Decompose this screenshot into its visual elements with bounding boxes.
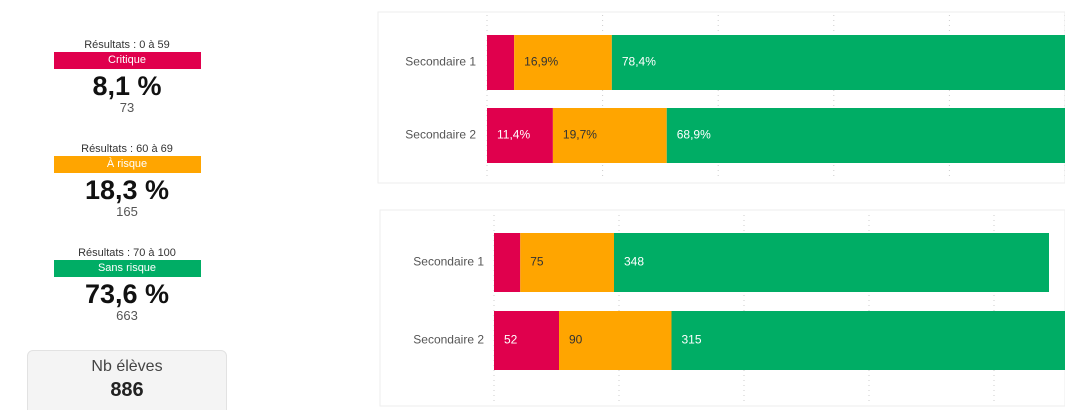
kpi-tag: Critique — [53, 52, 201, 69]
kpi-tag: À risque — [53, 156, 201, 173]
data-label: 75 — [530, 255, 544, 269]
y-tick-label: Secondaire 2 — [405, 128, 476, 142]
kpi-range: Résultats : 70 à 100 — [78, 247, 176, 259]
kpi-percent: 18,3 % — [84, 175, 170, 205]
y-tick-label: Secondaire 1 — [405, 55, 476, 69]
kpi-block: Résultats : 70 à 100 Sans risque 73,6 % 663 — [0, 246, 254, 323]
data-label: 78,4% — [622, 55, 656, 69]
bar-segment — [487, 35, 515, 90]
total-box: Nb élèves 886 — [27, 350, 227, 410]
y-tick-label: Secondaire 2 — [413, 333, 484, 347]
kpi-count: 73 — [119, 100, 135, 115]
data-label: 90 — [569, 333, 583, 347]
data-label: 348 — [624, 255, 644, 269]
kpi-percent: 8,1 % — [92, 71, 162, 101]
y-tick-label: Secondaire 1 — [413, 255, 484, 269]
total-label: Nb élèves — [91, 358, 163, 375]
bar-segment — [487, 108, 553, 163]
kpi-count: 165 — [116, 204, 138, 219]
kpi-block: Résultats : 0 à 59 Critique 8,1 % 73 — [0, 38, 254, 115]
bar-segment — [520, 233, 614, 292]
bar-segment — [671, 311, 1065, 370]
bar-segment — [559, 311, 672, 370]
bar-segment — [611, 35, 1065, 90]
kpi-count: 663 — [116, 308, 138, 323]
bar-segment — [494, 311, 559, 370]
total-value: 886 — [110, 379, 144, 401]
kpi-block: Résultats : 60 à 69 À risque 18,3 % 165 — [0, 142, 254, 219]
bar-segment — [514, 35, 612, 90]
kpi-tag: Sans risque — [53, 260, 201, 277]
data-label: 315 — [682, 333, 702, 347]
kpi-range: Résultats : 0 à 59 — [84, 39, 170, 51]
data-label: 11,4% — [497, 128, 530, 142]
data-label: 52 — [504, 333, 518, 347]
data-label: 19,7% — [563, 128, 597, 142]
bar-segment — [494, 233, 521, 292]
data-label: 68,9% — [677, 128, 711, 142]
kpi-range: Résultats : 60 à 69 — [81, 143, 173, 155]
bar-segment — [552, 108, 667, 163]
kpi-percent: 73,6 % — [84, 279, 170, 309]
bar-segment — [614, 233, 1049, 292]
data-label: 16,9% — [524, 55, 558, 69]
bar-segment — [666, 108, 1065, 163]
